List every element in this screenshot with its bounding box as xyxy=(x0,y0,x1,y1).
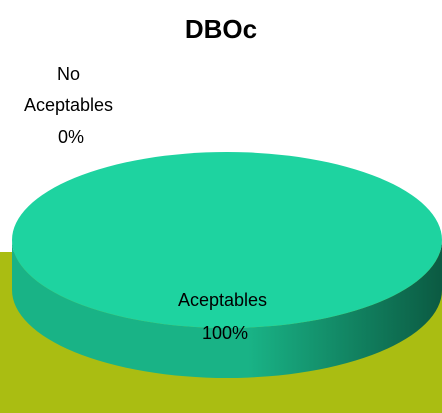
pie-slice-aceptables xyxy=(12,152,442,328)
pie-slice-side-aceptables xyxy=(12,240,442,378)
data-label-aceptables: Aceptables 100% xyxy=(178,290,272,343)
data-label-no-aceptables: No Aceptables 0% xyxy=(24,64,118,147)
chart-title: DBOc xyxy=(184,14,258,44)
